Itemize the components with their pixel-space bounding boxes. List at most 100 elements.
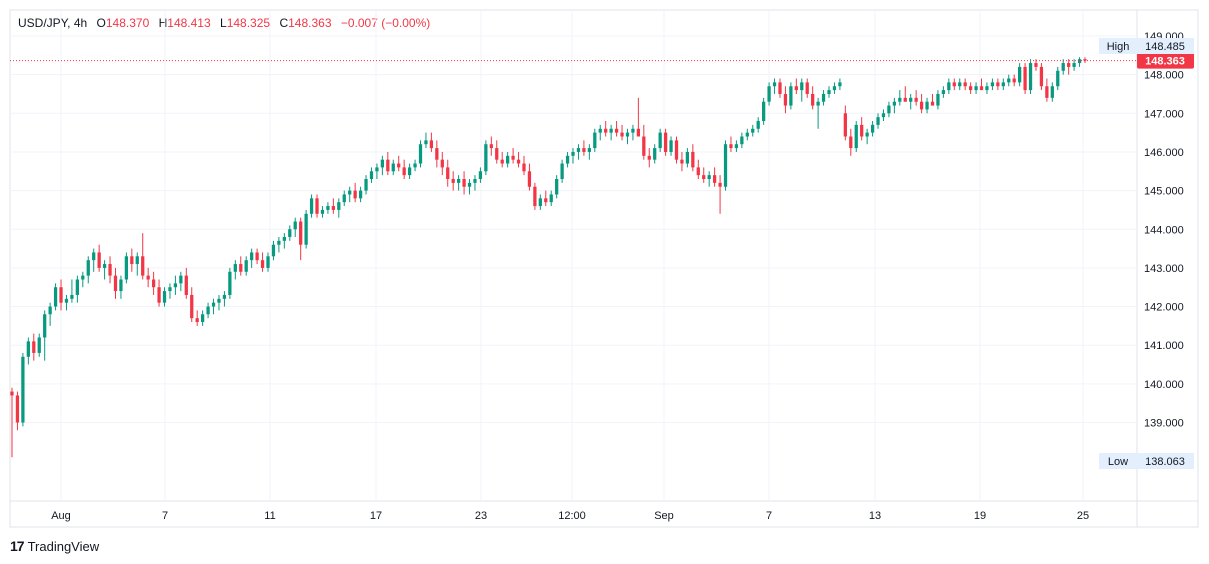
candle [15,391,20,431]
candle [130,248,134,272]
candle-body [364,179,368,191]
candle-body [538,198,542,207]
candle [21,352,25,427]
candle [985,82,989,94]
tradingview-logo[interactable]: 17 TradingView [10,538,99,554]
candle [783,86,788,114]
candle-body [979,86,984,91]
candle-body [456,179,461,183]
candle [440,151,444,176]
low-value: 148.325 [226,16,271,30]
candle [277,236,281,253]
candle [162,287,167,307]
candle-body [958,82,962,87]
candle [353,182,357,203]
candle [478,167,483,183]
candle [974,82,978,94]
candle-body [222,294,227,299]
candle-body [653,148,657,160]
candle [718,175,722,214]
candle-body [380,159,385,168]
candle [467,179,472,195]
candle [1034,59,1038,71]
candle-body [604,128,608,133]
candle [255,248,259,265]
candle-body [146,275,150,280]
high-value: 148.413 [167,16,211,30]
candle [124,252,129,284]
candle-body [402,167,406,176]
candle [849,128,853,156]
candle [157,279,161,307]
candle [119,275,123,299]
candle-body [239,264,243,272]
candle-body [424,140,428,145]
candle-body [849,136,853,149]
candle [1018,63,1022,87]
candle-body [772,82,777,87]
candle-body [865,132,869,137]
candle-body [228,271,232,295]
candle [854,121,858,152]
candle-body [990,82,995,87]
candle-body [767,86,771,102]
candle-body [620,132,624,137]
candle [179,271,183,292]
candle-body [1067,63,1071,67]
candle-body [614,128,619,133]
candle-body [881,113,886,118]
candle-body [157,287,161,303]
candle [789,82,793,110]
candle [380,155,385,176]
candle [391,159,395,176]
candle-body [821,93,826,102]
candle-body [451,179,455,183]
candle [326,202,330,214]
y-tick-label: 144.000 [1144,224,1184,236]
candle-body [135,256,139,265]
high-marker-value: 148.485 [1145,41,1185,53]
candle [211,298,216,315]
candle-body [495,148,499,160]
candle-body [860,124,864,137]
candle-body [217,298,221,303]
candle [958,78,962,91]
candle [598,124,602,141]
candle [860,117,864,141]
candle [1045,78,1049,102]
candle-body [266,256,270,268]
candle [751,124,755,137]
candle-body [1018,66,1022,83]
candle [870,121,875,137]
candle [473,175,477,191]
candle-body [696,167,700,176]
candle [228,267,232,299]
candle-body [712,175,717,183]
close-label: C [279,16,289,30]
candle-body [21,356,25,423]
candle-body [304,213,308,245]
candle [794,78,798,94]
candle [407,163,412,180]
candle [647,148,651,168]
y-tick-label: 142.000 [1144,302,1184,314]
candle [500,151,504,168]
candle-body [342,194,346,203]
low-marker: Low 138.063 [1099,453,1194,469]
candle-body [413,163,417,168]
high-label: H [158,16,168,30]
candle-body [1056,70,1060,87]
candle [331,198,335,214]
candle-body [10,391,14,396]
candle [293,217,297,237]
candle [696,159,700,180]
candle [1067,59,1071,75]
low-marker-label-box [1099,453,1137,469]
candle [375,163,379,180]
candle [201,310,205,326]
candle [1007,74,1011,87]
candle [511,148,515,164]
candle-body [260,260,265,268]
candle [642,124,646,160]
